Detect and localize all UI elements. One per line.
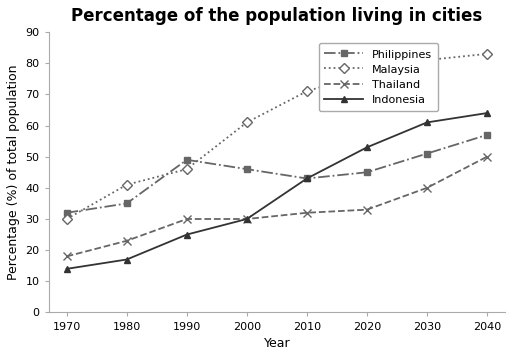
Line: Malaysia: Malaysia	[63, 50, 490, 222]
Philippines	[184, 158, 190, 162]
Thailand	[184, 217, 190, 221]
Indonesia	[184, 232, 190, 237]
Malaysia	[424, 58, 430, 62]
Title: Percentage of the population living in cities: Percentage of the population living in c…	[71, 7, 482, 25]
Philippines	[124, 201, 130, 206]
Indonesia	[424, 120, 430, 125]
Philippines	[304, 176, 310, 181]
Thailand	[364, 207, 370, 212]
Indonesia	[63, 267, 70, 271]
Thailand	[304, 211, 310, 215]
Philippines	[484, 133, 490, 137]
Thailand	[63, 254, 70, 258]
Indonesia	[484, 111, 490, 115]
Indonesia	[364, 145, 370, 150]
Indonesia	[244, 217, 250, 221]
Thailand	[484, 155, 490, 159]
Malaysia	[364, 70, 370, 75]
Thailand	[244, 217, 250, 221]
Line: Indonesia: Indonesia	[63, 110, 490, 272]
Philippines	[424, 151, 430, 156]
Thailand	[124, 239, 130, 243]
Thailand	[424, 186, 430, 190]
Philippines	[63, 211, 70, 215]
Legend: Philippines, Malaysia, Thailand, Indonesia: Philippines, Malaysia, Thailand, Indones…	[319, 43, 438, 111]
Indonesia	[304, 176, 310, 181]
Malaysia	[484, 52, 490, 56]
Philippines	[364, 170, 370, 175]
Malaysia	[304, 89, 310, 94]
Indonesia	[124, 257, 130, 262]
Malaysia	[244, 120, 250, 125]
Line: Philippines: Philippines	[63, 131, 490, 216]
Malaysia	[184, 167, 190, 171]
Malaysia	[124, 182, 130, 187]
Line: Thailand: Thailand	[62, 152, 491, 261]
Y-axis label: Percentage (%) of total population: Percentage (%) of total population	[7, 65, 20, 280]
X-axis label: Year: Year	[264, 337, 290, 350]
Philippines	[244, 167, 250, 171]
Malaysia	[63, 217, 70, 221]
